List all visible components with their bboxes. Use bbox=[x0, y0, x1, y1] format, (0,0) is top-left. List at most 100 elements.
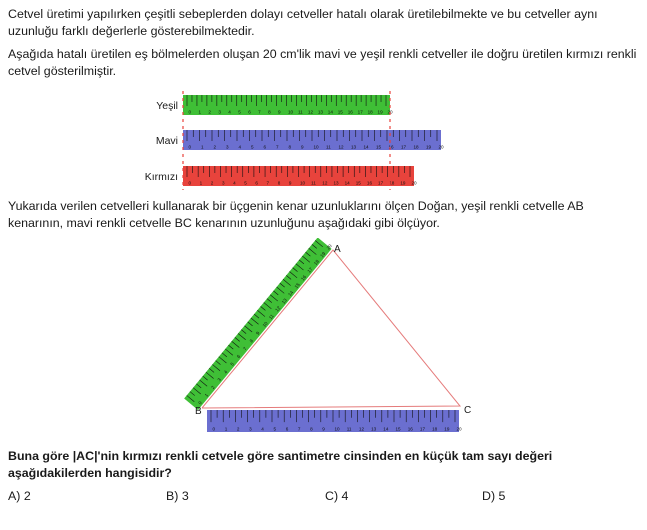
ruler-tick-label: 18 bbox=[313, 259, 320, 266]
ruler-tick-label: 11 bbox=[268, 313, 275, 320]
ruler-tick-label: 8 bbox=[249, 338, 255, 344]
ruler-tick-label: 5 bbox=[251, 145, 254, 150]
ruler-tick-label: 14 bbox=[345, 181, 351, 186]
ruler-tick bbox=[305, 251, 311, 257]
ruler-tick-label: 17 bbox=[420, 427, 426, 432]
ruler-tick bbox=[234, 337, 240, 342]
ruler-tick-label: 1 bbox=[200, 181, 203, 186]
ruler-tick-label: 9 bbox=[289, 181, 292, 186]
ruler-tick bbox=[225, 348, 234, 356]
ruler-tick-label: 14 bbox=[287, 290, 294, 297]
ruler-tick-label: 3 bbox=[249, 427, 252, 432]
triangle-edges bbox=[201, 249, 462, 409]
ruler-tick-label: 11 bbox=[311, 181, 316, 186]
ruler-tick-label: 9 bbox=[301, 145, 304, 150]
ruler-tick bbox=[286, 275, 292, 280]
ruler-tick-label: 16 bbox=[408, 427, 414, 432]
ruler-tick-label: 8 bbox=[278, 181, 281, 186]
ruler-tick-label: 18 bbox=[368, 110, 374, 115]
ruler-tick bbox=[228, 344, 234, 350]
ruler-tick bbox=[196, 383, 202, 389]
ruler-tick-label: 12 bbox=[322, 181, 328, 186]
ruler-tick-label: 19 bbox=[400, 181, 406, 186]
ruler-tick-label: 18 bbox=[389, 181, 395, 186]
ruler-tick bbox=[276, 286, 285, 294]
ruler-tick-label: 13 bbox=[318, 110, 324, 115]
ruler-tick-label: 0 bbox=[213, 427, 216, 432]
ruler-tick-label: 2 bbox=[208, 110, 211, 115]
ruler-tick-label: 4 bbox=[223, 369, 229, 375]
option-a[interactable]: A) 2 bbox=[8, 489, 31, 503]
ruler-tick-label: 3 bbox=[222, 181, 225, 186]
ruler-tick-label: 20 bbox=[457, 427, 463, 432]
ruler-tick-label: 17 bbox=[378, 181, 384, 186]
intro-paragraph: Cetvel üretimi yapılırken çeşitli sebepl… bbox=[8, 7, 598, 38]
ruler-tick-label: 7 bbox=[258, 110, 261, 115]
ruler-tick-label: 15 bbox=[356, 181, 362, 186]
ruler-tick bbox=[289, 271, 298, 279]
ruler-tick-label: 10 bbox=[288, 110, 294, 115]
ruler-label: Kırmızı bbox=[145, 171, 178, 183]
ruler-tick-label: 4 bbox=[233, 181, 236, 186]
ruler-tick-label: 12 bbox=[308, 110, 314, 115]
ruler-tick-label: 19 bbox=[378, 110, 384, 115]
triangle-figure: 0 1 2 3 4 5 6 7 8 9 10 11 12 13 14 15 16 17 18 19 2001234567… bbox=[184, 238, 471, 432]
ruler-tick-label: 6 bbox=[248, 110, 251, 115]
ruler-tick-label: 20 bbox=[439, 145, 445, 150]
ruler-tick-label: 17 bbox=[401, 145, 407, 150]
ruler-tick bbox=[215, 360, 221, 365]
option-d[interactable]: D) 5 bbox=[482, 489, 506, 503]
ruler-tick bbox=[189, 391, 195, 396]
ruler-tick-label: 2 bbox=[210, 384, 216, 390]
ruler-tick-label: 9 bbox=[278, 110, 281, 115]
ruler-tick bbox=[199, 379, 208, 387]
ruler-tick-label: 11 bbox=[347, 427, 352, 432]
ruler-tick-label: 4 bbox=[228, 110, 231, 115]
ruler-tick-label: 19 bbox=[444, 427, 450, 432]
vertex-label: C bbox=[464, 405, 471, 416]
ruler-tick-label: 10 bbox=[261, 321, 268, 328]
ruler-tick-label: 1 bbox=[204, 392, 210, 398]
ruler-tick bbox=[279, 282, 285, 288]
ruler-tick bbox=[257, 309, 266, 317]
ruler-tick-label: 15 bbox=[396, 427, 402, 432]
option-c[interactable]: C) 4 bbox=[325, 489, 349, 503]
ruler-tick-label: 14 bbox=[383, 427, 389, 432]
ruler-tick bbox=[221, 352, 228, 358]
ruler-tick bbox=[311, 244, 317, 249]
ruler-tick-label: 0 bbox=[197, 400, 203, 406]
rulers-layer: Yeşil01234567891011121314151617181920Mav… bbox=[145, 91, 444, 190]
ruler-tick-label: 11 bbox=[326, 145, 331, 150]
ruler-tick-label: 9 bbox=[322, 427, 325, 432]
ruler-tick-label: 2 bbox=[237, 427, 240, 432]
vertex-label: A bbox=[334, 244, 341, 255]
ruler-tick-label: 7 bbox=[276, 145, 279, 150]
ruler-tick bbox=[247, 321, 253, 327]
ruler-tick bbox=[273, 290, 279, 296]
ruler-tick bbox=[212, 364, 221, 371]
ruler-tick-label: 5 bbox=[238, 110, 241, 115]
ruler-tick bbox=[253, 313, 260, 319]
ruler-tick-label: 15 bbox=[338, 110, 344, 115]
ruler-tick-label: 16 bbox=[389, 145, 395, 150]
ruler-tick-label: 8 bbox=[289, 145, 292, 150]
ruler-tick-label: 10 bbox=[314, 145, 320, 150]
ruler-tick-label: 7 bbox=[298, 427, 301, 432]
ruler-tick bbox=[205, 371, 214, 379]
ruler-1: 0 1 2 3 4 5 6 7 8 9 10 11 12 13 14 15 16 17 18 19 20 bbox=[183, 130, 444, 150]
ruler-tick-label: 19 bbox=[426, 145, 432, 150]
ruler-tick bbox=[269, 294, 278, 302]
ruler-tick-label: 5 bbox=[274, 427, 277, 432]
measurement-paragraph: Yukarıda verilen cetvelleri kullanarak b… bbox=[8, 199, 584, 230]
ruler-tick-label: 6 bbox=[286, 427, 289, 432]
ruler-tick bbox=[308, 248, 317, 255]
ruler-tick-label: 16 bbox=[300, 274, 307, 281]
ruler-tick-label: 3 bbox=[226, 145, 229, 150]
ruler-tick-label: 10 bbox=[300, 181, 306, 186]
rulers-figure: Yeşil01234567891011121314151617181920Mav… bbox=[145, 91, 444, 190]
ruler-tick-label: 19 bbox=[319, 251, 326, 258]
ruler-tick-label: 12 bbox=[274, 305, 281, 312]
option-b[interactable]: B) 3 bbox=[166, 489, 189, 503]
ruler-label: Yeşil bbox=[156, 100, 178, 112]
ruler-tick-label: 0 bbox=[189, 110, 192, 115]
